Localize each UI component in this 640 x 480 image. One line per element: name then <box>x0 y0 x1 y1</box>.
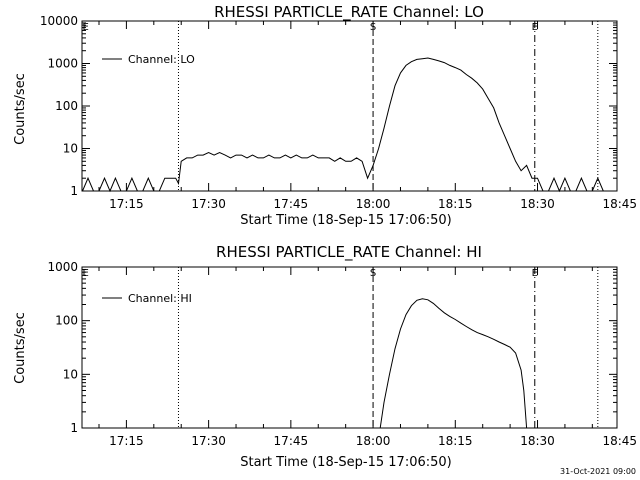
x-axis-label: Start Time (18-Sep-15 17:06:50) <box>240 213 451 228</box>
x-tick-label: 18:30 <box>520 197 555 211</box>
x-tick-label: 18:00 <box>356 434 391 448</box>
y-axis-label: Counts/sec <box>13 312 28 384</box>
x-tick-label: 17:30 <box>191 197 226 211</box>
chart-panel-lo: RHESSI PARTICLE_RATE Channel: LO Start T… <box>13 3 637 228</box>
y-tick-label: 100 <box>55 314 78 328</box>
y-tick-label: 10 <box>63 367 78 381</box>
plot-frame <box>81 266 618 429</box>
series-line <box>379 298 528 429</box>
chart-title: RHESSI PARTICLE_RATE Channel: LO <box>214 3 484 22</box>
series-line <box>82 57 604 193</box>
y-tick-label: 1 <box>70 184 78 198</box>
y-tick-label: 1000 <box>47 260 78 274</box>
x-tick-label: 17:45 <box>274 434 309 448</box>
timestamp: 31-Oct-2021 09:00 <box>560 467 636 476</box>
y-tick-label: 10000 <box>40 14 78 28</box>
y-axis-label: Counts/sec <box>13 73 28 145</box>
x-tick-label: 18:15 <box>438 197 473 211</box>
time-marker-label: E <box>83 268 89 279</box>
y-tick-label: 1000 <box>47 57 78 71</box>
chart-title: RHESSI PARTICLE_RATE Channel: HI <box>216 243 482 262</box>
y-tick-label: 10 <box>63 142 78 156</box>
x-tick-label: 18:15 <box>438 434 473 448</box>
x-tick-label: 18:45 <box>602 434 637 448</box>
x-tick-label: 17:45 <box>274 197 309 211</box>
x-tick-label: 18:00 <box>356 197 391 211</box>
legend-entry: Channel: LO <box>128 53 195 66</box>
time-marker-label: E <box>532 268 538 279</box>
legend-entry: Channel: HI <box>128 292 192 305</box>
x-tick-label: 18:30 <box>520 434 555 448</box>
chart-panel-hi: RHESSI PARTICLE_RATE Channel: HI Start T… <box>13 243 637 470</box>
x-tick-label: 18:45 <box>602 197 637 211</box>
x-tick-label: 17:15 <box>109 197 144 211</box>
x-tick-label: 17:15 <box>109 434 144 448</box>
y-tick-label: 1 <box>70 421 78 435</box>
x-tick-label: 17:30 <box>191 434 226 448</box>
time-marker-label: E <box>532 22 538 33</box>
y-tick-label: 100 <box>55 99 78 113</box>
x-axis-label: Start Time (18-Sep-15 17:06:50) <box>240 455 451 470</box>
